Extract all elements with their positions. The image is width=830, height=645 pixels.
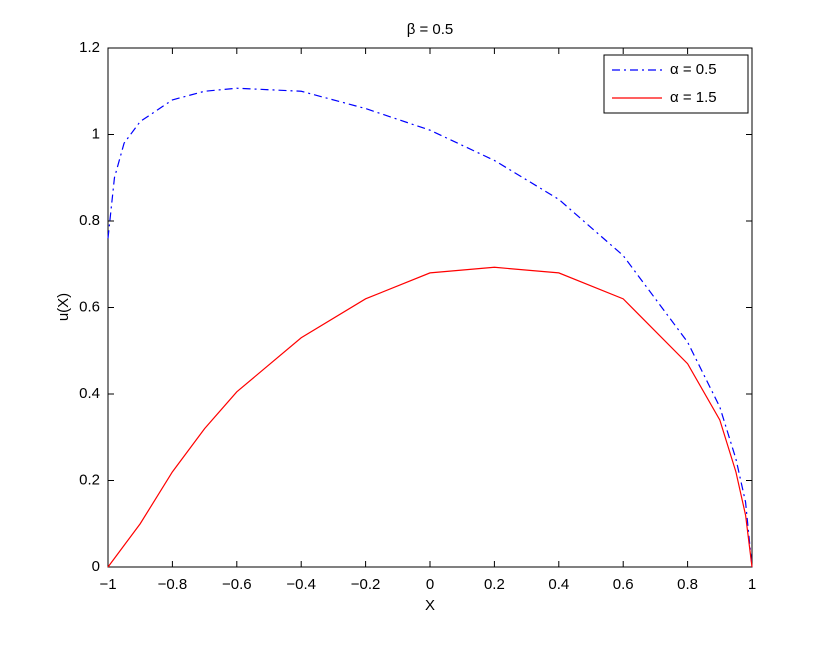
x-tick-label: −0.8 — [158, 576, 188, 593]
y-tick-label: 0.4 — [79, 385, 100, 402]
y-tick-label: 0 — [92, 558, 100, 575]
legend-label: α = 0.5 — [670, 61, 717, 78]
line-series — [107, 87, 753, 568]
x-tick-label: −0.2 — [351, 576, 381, 593]
x-tick-label: 0.2 — [484, 576, 505, 593]
x-tick-label: 0 — [426, 576, 434, 593]
legend-box — [603, 54, 749, 114]
y-tick-label: 1 — [92, 125, 100, 142]
x-tick-label: 0.4 — [548, 576, 569, 593]
y-tick-label: 0.6 — [79, 298, 100, 315]
x-tick-label: 0.8 — [677, 576, 698, 593]
y-tick-label: 0.2 — [79, 471, 100, 488]
axes-box — [107, 47, 753, 568]
x-tick-label: −0.4 — [286, 576, 316, 593]
legend-label: α = 1.5 — [670, 89, 717, 106]
chart-title: β = 0.5 — [407, 21, 454, 38]
x-tick-label: −1 — [99, 576, 116, 593]
line-series — [107, 266, 753, 568]
x-tick-label: 0.6 — [613, 576, 634, 593]
x-tick-label: −0.6 — [222, 576, 252, 593]
x-axis-label: X — [425, 597, 435, 614]
y-tick-label: 0.8 — [79, 212, 100, 229]
x-tick-label: 1 — [748, 576, 756, 593]
y-tick-label: 1.2 — [79, 39, 100, 56]
y-axis-label: u(X) — [55, 293, 72, 321]
